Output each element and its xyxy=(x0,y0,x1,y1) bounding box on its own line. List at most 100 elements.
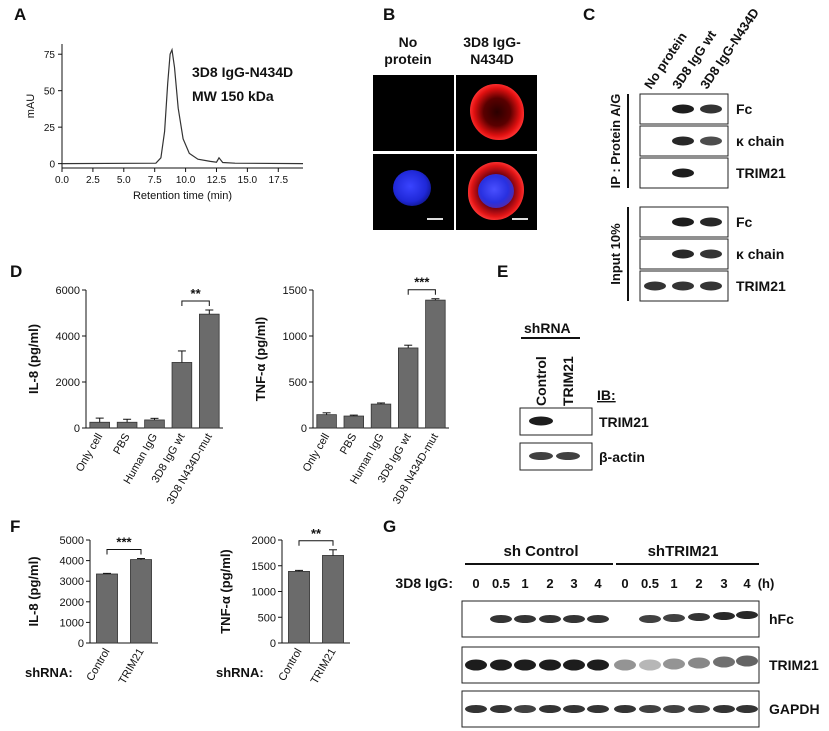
band xyxy=(700,217,722,227)
y-tick-label: 75 xyxy=(44,50,56,61)
band xyxy=(736,611,758,619)
band xyxy=(644,281,666,291)
band xyxy=(672,249,694,259)
band xyxy=(539,659,561,671)
band xyxy=(713,705,735,713)
column-header-no-protein: No protein xyxy=(372,34,444,68)
band xyxy=(539,705,561,713)
chart-annotation: 3D8 IgG-N434D xyxy=(192,64,293,80)
band xyxy=(672,168,694,178)
ib-label: IB: xyxy=(597,387,616,403)
y-tick-label: 5000 xyxy=(60,535,84,547)
band xyxy=(529,452,553,460)
band xyxy=(639,705,661,713)
panel-label-a: A xyxy=(14,5,27,24)
group-label: sh Control xyxy=(504,543,579,560)
y-tick-label: 1500 xyxy=(252,561,276,573)
shrna-label: shRNA: xyxy=(25,665,73,680)
time-tick-label: 0.5 xyxy=(492,576,510,591)
time-tick-label: 4 xyxy=(743,576,751,591)
significance-label: ** xyxy=(191,286,202,301)
y-tick-label: 1500 xyxy=(283,285,307,297)
blot-header: shRNA xyxy=(524,320,571,336)
band xyxy=(529,416,553,426)
band xyxy=(672,104,694,114)
column-header-line: protein xyxy=(384,51,432,67)
x-tick-label: 17.5 xyxy=(269,175,289,186)
x-tick-label: 10.0 xyxy=(176,175,196,186)
band xyxy=(563,705,585,713)
band xyxy=(465,705,487,713)
time-tick-label: 1 xyxy=(521,576,528,591)
x-tick-label: 12.5 xyxy=(207,175,227,186)
band xyxy=(663,658,685,670)
significance-label: ** xyxy=(311,526,322,541)
image-3d8-merge xyxy=(456,154,537,230)
y-tick-label: 0 xyxy=(49,160,55,171)
time-tick-label: 2 xyxy=(695,576,702,591)
y-tick-label: 50 xyxy=(44,87,56,98)
band xyxy=(556,452,580,460)
band xyxy=(563,615,585,623)
y-tick-label: 2000 xyxy=(56,377,80,389)
y-tick-label: 0 xyxy=(78,638,84,650)
band xyxy=(663,705,685,713)
y-axis-label: IL-8 (pg/ml) xyxy=(26,556,41,626)
band xyxy=(587,659,609,671)
band xyxy=(490,615,512,623)
blot-row-label: TRIM21 xyxy=(769,657,819,673)
image-no-protein-red xyxy=(373,75,454,151)
panel-label-c: C xyxy=(583,5,596,24)
nucleus-blue xyxy=(393,170,431,206)
band xyxy=(514,705,536,713)
lane-label: TRIM21 xyxy=(560,356,576,406)
band xyxy=(587,705,609,713)
group-label: shTRIM21 xyxy=(648,543,719,560)
time-label: 3D8 IgG: xyxy=(395,575,453,591)
y-axis-label: TNF-α (pg/ml) xyxy=(218,549,233,634)
time-unit: (h) xyxy=(758,576,775,591)
band xyxy=(639,659,661,671)
column-header-line: N434D xyxy=(470,51,514,67)
x-tick-label: 15.0 xyxy=(238,175,258,186)
y-tick-label: 6000 xyxy=(56,285,80,297)
band xyxy=(736,655,758,667)
time-tick-label: 0 xyxy=(472,576,479,591)
band xyxy=(563,659,585,671)
x-tick-label: 0.0 xyxy=(55,175,69,186)
blot-row-label: κ chain xyxy=(736,246,784,262)
band xyxy=(465,659,487,671)
time-tick-label: 0.5 xyxy=(641,576,659,591)
band xyxy=(688,705,710,713)
significance-bracket xyxy=(407,289,436,295)
blot-row-label: Fc xyxy=(736,101,753,117)
y-tick-label: 0 xyxy=(301,423,307,435)
blot-row-label: TRIM21 xyxy=(736,278,786,294)
chart-annotation: MW 150 kDa xyxy=(192,88,274,104)
band xyxy=(688,657,710,669)
band xyxy=(614,659,636,671)
y-tick-label: 25 xyxy=(44,123,56,134)
blot-row-label: κ chain xyxy=(736,133,784,149)
scale-bar xyxy=(427,218,443,220)
y-tick-label: 2000 xyxy=(60,597,84,609)
band xyxy=(700,281,722,291)
image-no-protein-merge xyxy=(373,154,454,230)
time-tick-label: 3 xyxy=(570,576,577,591)
band xyxy=(736,705,758,713)
panel-label-f: F xyxy=(10,517,21,536)
blot-row-label: TRIM21 xyxy=(599,414,649,430)
y-tick-label: 2000 xyxy=(252,535,276,547)
band xyxy=(514,615,536,623)
column-header-3d8: 3D8 IgG- N434D xyxy=(448,34,536,68)
time-tick-label: 0 xyxy=(621,576,628,591)
y-tick-label: 0 xyxy=(270,638,276,650)
blot-row-label: Fc xyxy=(736,214,753,230)
band xyxy=(639,615,661,623)
x-tick-label: 2.5 xyxy=(86,175,100,186)
band xyxy=(672,217,694,227)
